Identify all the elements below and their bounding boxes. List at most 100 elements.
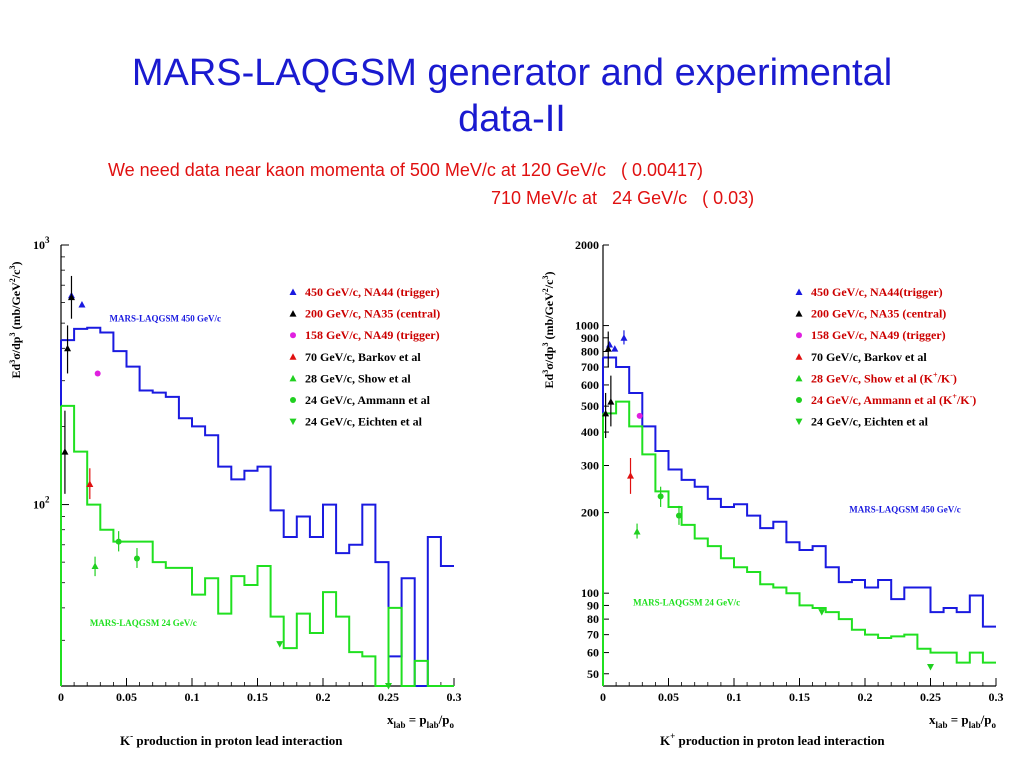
y-tick-label: 90 bbox=[587, 598, 599, 612]
y-axis-label-part: ) bbox=[9, 262, 23, 266]
series-line-1 bbox=[602, 400, 996, 686]
data-point bbox=[636, 412, 643, 419]
data-point bbox=[818, 609, 826, 616]
x-tick-label: 0.3 bbox=[989, 690, 1004, 704]
y-axis-label-part: 3 bbox=[8, 266, 17, 270]
y-tick-label: 70 bbox=[587, 628, 599, 642]
x-axis-label-part: lab bbox=[935, 720, 947, 730]
y-tick-label: 102 bbox=[33, 495, 50, 512]
data-point bbox=[78, 300, 86, 308]
legend-marker bbox=[289, 310, 297, 317]
x-tick-label: 0.1 bbox=[727, 690, 742, 704]
x-axis-label: xlab = plab/po bbox=[387, 712, 455, 730]
legend-marker bbox=[795, 353, 803, 360]
y-axis-label-part: /c bbox=[542, 279, 556, 289]
caption-rest: production in proton lead interaction bbox=[133, 733, 343, 748]
legend-entry: 24 GeV/c, Eichten et al bbox=[305, 415, 423, 429]
series-label-1: MARS-LAQGSM 24 GeV/c bbox=[633, 597, 740, 607]
data-point bbox=[607, 398, 615, 405]
caption-rest: production in proton lead interaction bbox=[675, 733, 885, 748]
legend-marker bbox=[795, 310, 803, 317]
legend-text: ) bbox=[953, 371, 957, 385]
x-tick-label: 0.25 bbox=[378, 690, 399, 704]
legend-marker bbox=[289, 374, 297, 382]
x-tick-label: 0.05 bbox=[116, 690, 137, 704]
legend-marker bbox=[795, 374, 803, 382]
data-point bbox=[67, 293, 75, 301]
caption-charge: - bbox=[130, 731, 133, 741]
y-tick-label: 80 bbox=[587, 612, 599, 626]
y-tick-label: 60 bbox=[587, 646, 599, 660]
legend-marker bbox=[795, 418, 803, 426]
x-axis-label-part: lab bbox=[969, 720, 981, 730]
data-point bbox=[385, 683, 392, 690]
y-axis-label: Ed3σ/dp3 (mb/GeV2/c3) bbox=[8, 262, 23, 379]
y-axis-label-part: 3 bbox=[541, 370, 550, 374]
legend-entry: 28 GeV/c, Show et al bbox=[305, 371, 411, 385]
y-axis-label-part: 3 bbox=[8, 333, 17, 337]
caption-particle: K bbox=[660, 733, 671, 748]
caption-charge: + bbox=[670, 731, 675, 741]
data-point bbox=[675, 512, 682, 519]
legend-text: /K bbox=[956, 393, 970, 407]
y-axis-label-part: σ/dp bbox=[542, 346, 556, 370]
legend-marker bbox=[290, 397, 296, 403]
legend-entry: 158 GeV/c, NA49 (trigger) bbox=[305, 328, 440, 342]
x-axis-label-part: /p bbox=[438, 712, 450, 727]
legend-entry: 70 GeV/c, Barkov et al bbox=[305, 350, 421, 364]
x-axis-label-part: = p bbox=[406, 712, 427, 727]
y-tick-label: 103 bbox=[33, 235, 50, 252]
x-axis-label-part: = p bbox=[948, 712, 969, 727]
x-tick-label: 0.2 bbox=[858, 690, 873, 704]
legend-entry: 450 GeV/c, NA44(trigger) bbox=[811, 285, 943, 299]
y-axis-label-part: /c bbox=[9, 269, 23, 279]
data-point bbox=[604, 345, 612, 352]
x-tick-label: 0 bbox=[58, 690, 64, 704]
data-point bbox=[86, 480, 94, 488]
y-tick-exponent: 3 bbox=[45, 235, 50, 245]
data-point bbox=[276, 641, 284, 648]
x-axis-label-part: /p bbox=[980, 712, 992, 727]
legend-entry: 24 GeV/c, Ammann et al bbox=[305, 393, 431, 407]
legend-entry: 70 GeV/c, Barkov et al bbox=[811, 350, 927, 364]
y-tick-label: 1000 bbox=[575, 319, 599, 333]
y-axis-label-part: (mb/GeV bbox=[542, 292, 556, 343]
x-axis-label-part: x bbox=[929, 712, 936, 727]
y-tick-label: 900 bbox=[581, 331, 599, 345]
legend-entry: 158 GeV/c, NA49 (trigger) bbox=[811, 328, 946, 342]
x-axis-label-part: o bbox=[992, 720, 997, 730]
legend-text: 24 GeV/c, Ammann et al (K bbox=[811, 393, 953, 407]
legend-entry: 450 GeV/c, NA44 (trigger) bbox=[305, 285, 440, 299]
y-tick-exponent: 2 bbox=[45, 495, 50, 505]
chart-caption: K+ production in proton lead interaction bbox=[660, 731, 885, 748]
y-tick-label: 200 bbox=[581, 506, 599, 520]
y-axis-label-part: Ed bbox=[542, 373, 556, 388]
note-line-2: 710 MeV/c at 24 GeV/c ( 0.03) bbox=[491, 188, 755, 208]
x-tick-label: 0.25 bbox=[920, 690, 941, 704]
y-tick-label: 2000 bbox=[575, 238, 599, 252]
y-tick-label: 100 bbox=[581, 586, 599, 600]
slide-title-line-1: MARS-LAQGSM generator and experimental bbox=[131, 52, 893, 94]
x-tick-label: 0.3 bbox=[447, 690, 462, 704]
y-axis-label-part: (mb/GeV bbox=[9, 282, 23, 333]
legend-marker bbox=[289, 353, 297, 360]
y-axis-label: Ed3σ/dp3 (mb/GeV2/c3) bbox=[541, 272, 556, 389]
note-line-1: We need data near kaon momenta of 500 Me… bbox=[108, 160, 704, 180]
data-point bbox=[133, 555, 140, 562]
legend-sup: - bbox=[970, 392, 973, 401]
legend-sup: + bbox=[933, 370, 938, 379]
legend-marker bbox=[796, 397, 802, 403]
data-point bbox=[627, 472, 635, 479]
y-axis-label-part: 3 bbox=[541, 343, 550, 347]
x-tick-label: 0.2 bbox=[316, 690, 331, 704]
x-axis-label: xlab = plab/po bbox=[929, 712, 997, 730]
data-point bbox=[64, 344, 72, 352]
y-tick-label: 50 bbox=[587, 667, 599, 681]
series-label-0: MARS-LAQGSM 450 GeV/c bbox=[109, 313, 221, 323]
data-point bbox=[115, 538, 122, 545]
legend-entry: 24 GeV/c, Ammann et al (K+/K-) bbox=[811, 392, 976, 407]
legend-marker bbox=[796, 332, 802, 339]
y-tick-label: 700 bbox=[581, 360, 599, 374]
x-tick-label: 0.1 bbox=[185, 690, 200, 704]
